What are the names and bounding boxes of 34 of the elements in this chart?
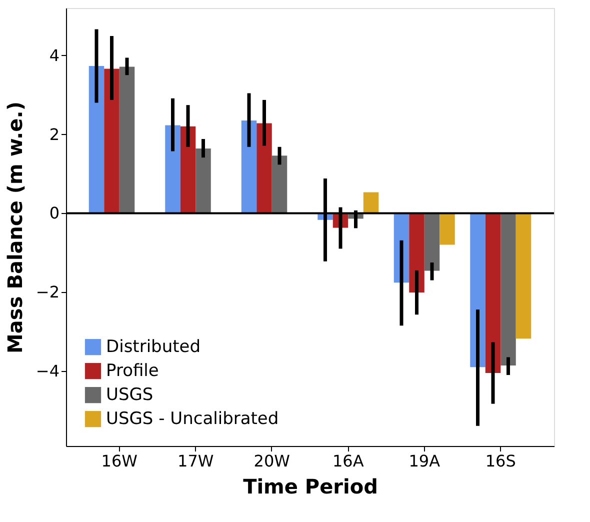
- bar: [470, 213, 486, 368]
- y-tick-label: −2: [36, 282, 60, 302]
- x-tick-label: 16S: [485, 452, 516, 470]
- bar: [424, 213, 440, 271]
- x-tick-label: 17W: [178, 452, 214, 470]
- bar: [119, 66, 135, 214]
- y-tick-label: 4: [49, 46, 60, 65]
- legend-label: USGS: [106, 385, 154, 405]
- bar: [88, 66, 104, 214]
- bar: [500, 213, 516, 366]
- legend-label: USGS - Uncalibrated: [106, 409, 279, 429]
- legend-label: Profile: [106, 361, 159, 381]
- y-tick-label: 0: [49, 204, 60, 223]
- x-tick-label: 16W: [101, 452, 138, 470]
- y-axis-title: Mass Balance (m w.e.): [2, 102, 27, 354]
- x-axis-title: Time Period: [243, 474, 378, 498]
- bar: [516, 213, 532, 339]
- bar: [241, 120, 257, 214]
- bar: [409, 213, 424, 293]
- bar: [440, 213, 455, 245]
- bar: [104, 68, 120, 214]
- bar: [256, 123, 272, 214]
- bar: [196, 148, 211, 214]
- bar: [363, 192, 379, 214]
- x-tick-label: 16A: [332, 452, 364, 470]
- bar: [485, 213, 501, 373]
- legend-label: Distributed: [106, 337, 201, 357]
- bar: [165, 125, 180, 214]
- y-tick-label: −4: [36, 362, 60, 381]
- y-tick-label: 2: [49, 124, 60, 144]
- bar: [180, 126, 196, 214]
- x-tick-label: 20W: [254, 452, 290, 470]
- x-tick-label: 19A: [408, 452, 440, 470]
- bar: [272, 156, 288, 214]
